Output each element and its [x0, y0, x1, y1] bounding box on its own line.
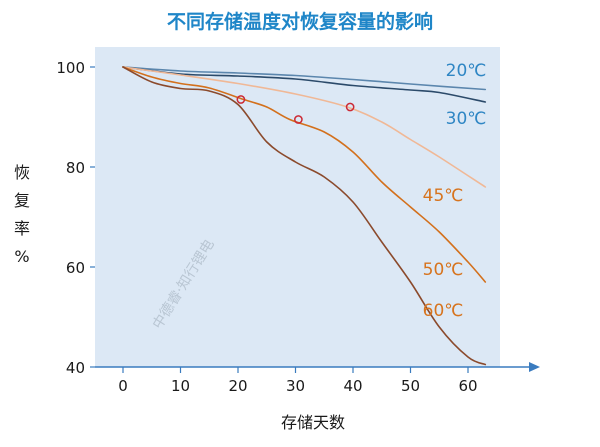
series-labels: 20℃ 30℃ 45℃ 50℃ 60℃ — [423, 61, 487, 321]
x-tick-label: 40 — [343, 377, 362, 395]
series-line-45c — [122, 66, 487, 188]
series-label-50c: 50℃ — [423, 260, 464, 280]
x-axis-arrow — [529, 362, 540, 372]
marker-point-3 — [345, 102, 355, 112]
series-layer — [122, 66, 487, 366]
y-axis-label: 恢复率% — [14, 163, 30, 266]
y-axis-label-char: 恢 — [14, 163, 30, 182]
y-ticks: 40 60 80 100 — [56, 59, 95, 377]
y-axis-label-char: 复 — [14, 191, 30, 210]
x-tick-label: 0 — [118, 377, 128, 395]
y-tick-label: 60 — [66, 259, 85, 277]
series-label-20c: 20℃ — [446, 61, 487, 81]
y-tick-label: 40 — [66, 359, 85, 377]
x-tick-label: 10 — [171, 377, 190, 395]
series-line-30c — [122, 66, 487, 103]
x-tick-label: 50 — [401, 377, 420, 395]
y-axis-label-char: % — [14, 247, 29, 266]
y-tick-label: 100 — [56, 59, 85, 77]
marker-layer — [236, 95, 355, 124]
series-line-20c — [122, 66, 487, 91]
x-tick-label: 20 — [228, 377, 247, 395]
series-line-50c — [122, 66, 487, 283]
x-ticks: 0 10 20 30 40 50 60 — [118, 367, 478, 395]
series-label-30c: 30℃ — [446, 109, 487, 129]
series-label-45c: 45℃ — [423, 186, 464, 206]
marker-point-1 — [236, 95, 246, 104]
x-tick-label: 30 — [286, 377, 305, 395]
x-tick-label: 60 — [458, 377, 477, 395]
y-tick-label: 80 — [66, 159, 85, 177]
marker-point-2 — [294, 115, 303, 124]
series-line-60c — [122, 66, 487, 366]
chart-title: 不同存储温度对恢复容量的影响 — [167, 10, 433, 33]
series-label-60c: 60℃ — [423, 301, 464, 321]
y-axis-label-char: 率 — [14, 219, 30, 238]
plot-area — [95, 47, 500, 367]
x-axis-label: 存储天数 — [281, 413, 345, 432]
